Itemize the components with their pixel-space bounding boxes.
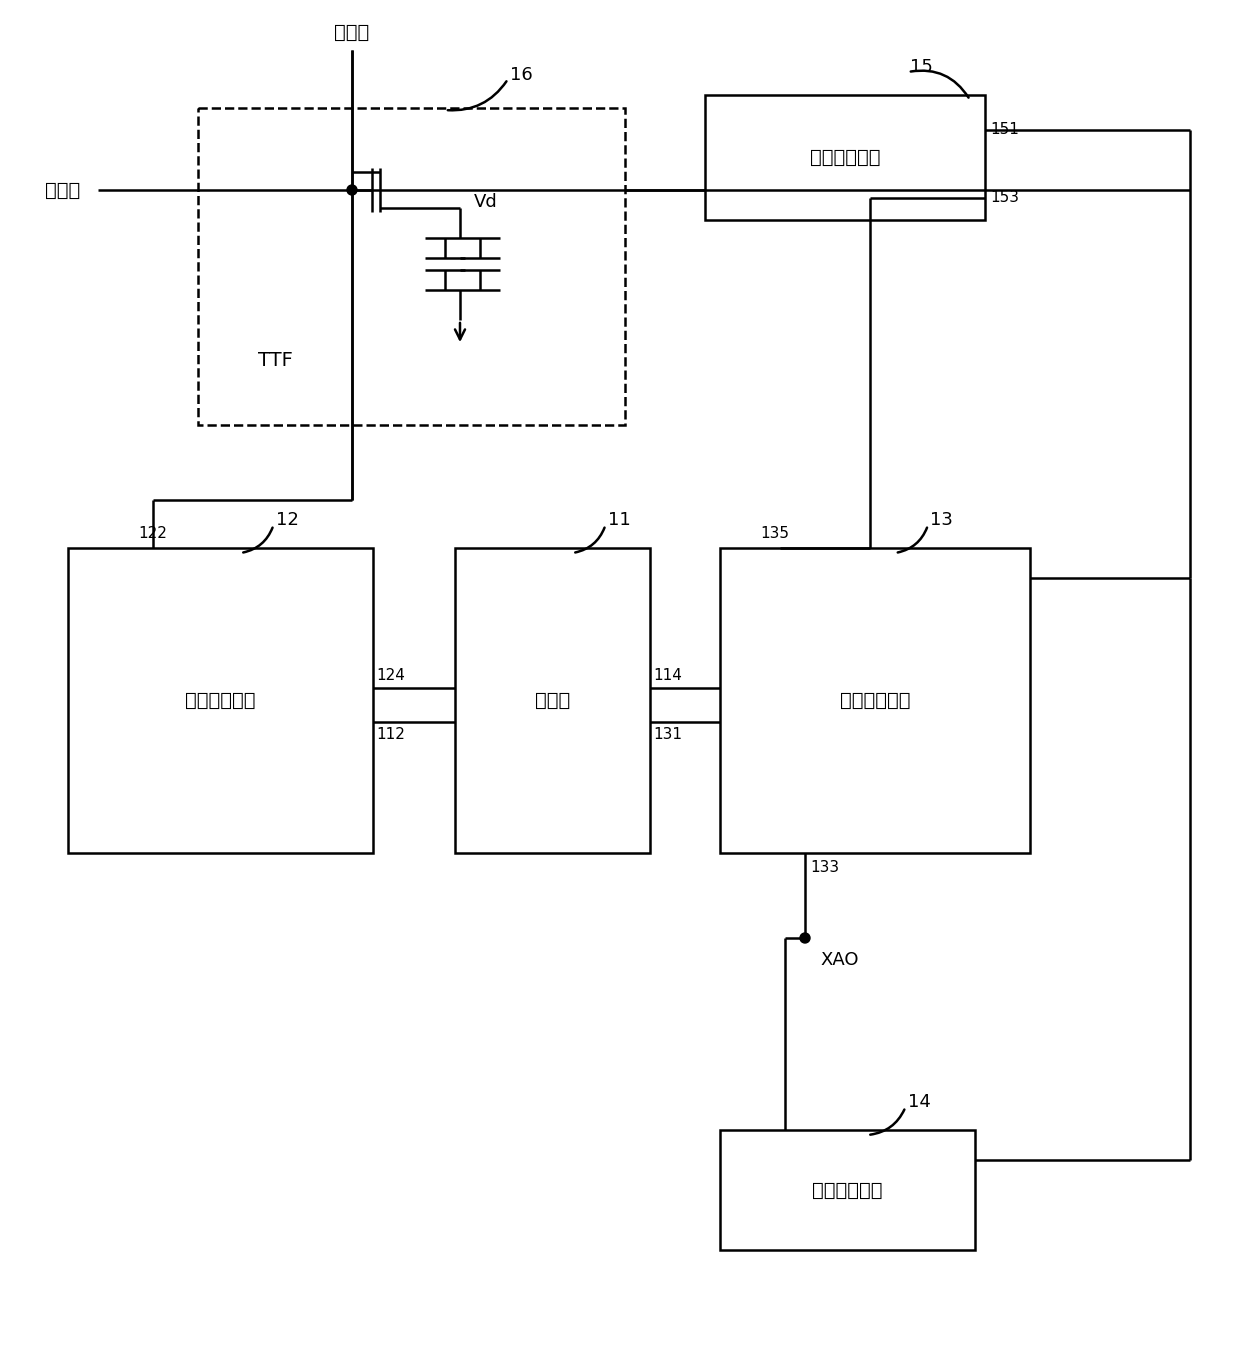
Text: 124: 124 bbox=[376, 668, 405, 683]
Text: XAO: XAO bbox=[820, 950, 858, 969]
Bar bbox=[198, 108, 625, 425]
Text: 控制器: 控制器 bbox=[534, 691, 570, 710]
Bar bbox=[706, 95, 985, 220]
Text: 栏极驱动芯片: 栏极驱动芯片 bbox=[810, 147, 880, 168]
Text: 153: 153 bbox=[990, 191, 1019, 206]
Text: 133: 133 bbox=[810, 860, 839, 875]
Text: 122: 122 bbox=[139, 526, 167, 542]
Bar bbox=[720, 548, 1030, 853]
Bar bbox=[68, 548, 373, 853]
Text: 114: 114 bbox=[653, 668, 682, 683]
Text: 131: 131 bbox=[653, 727, 682, 742]
Text: 数据线: 数据线 bbox=[335, 23, 370, 42]
Bar bbox=[455, 548, 650, 853]
Text: 112: 112 bbox=[376, 727, 405, 742]
Text: 135: 135 bbox=[760, 526, 790, 542]
Text: 15: 15 bbox=[910, 58, 932, 76]
Text: 扫描线: 扫描线 bbox=[46, 181, 81, 200]
Text: 16: 16 bbox=[510, 66, 533, 84]
Text: 13: 13 bbox=[930, 511, 952, 529]
Text: 电压输出电路: 电压输出电路 bbox=[839, 691, 910, 710]
Text: 14: 14 bbox=[908, 1092, 930, 1111]
Text: 12: 12 bbox=[275, 511, 299, 529]
Text: Vd: Vd bbox=[474, 193, 497, 211]
Text: 151: 151 bbox=[990, 123, 1019, 138]
Circle shape bbox=[800, 933, 810, 942]
Bar bbox=[720, 1130, 975, 1251]
Text: TTF: TTF bbox=[258, 350, 293, 369]
Circle shape bbox=[347, 185, 357, 195]
Text: 电源管理芯片: 电源管理芯片 bbox=[812, 1180, 883, 1199]
Text: 11: 11 bbox=[608, 511, 630, 529]
Text: 电压检测电路: 电压检测电路 bbox=[185, 691, 255, 710]
